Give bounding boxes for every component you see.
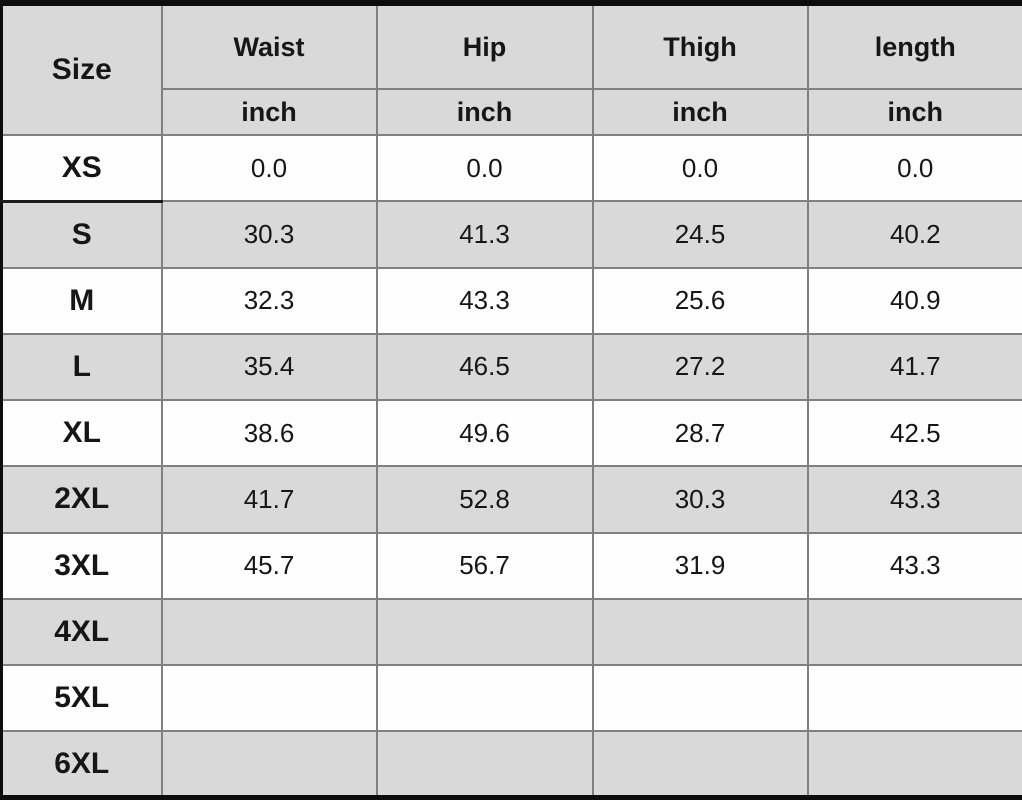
- unit-header-row: inch inch inch inch: [2, 88, 1022, 136]
- value-cell: [591, 663, 809, 733]
- value-cell: [591, 730, 809, 799]
- value-cell: 42.5: [806, 398, 1022, 468]
- value-cell: 31.9: [591, 531, 809, 600]
- column-header-waist: Waist: [160, 2, 378, 90]
- column-header-hip: Hip: [375, 2, 594, 90]
- value-cell: 46.5: [375, 332, 594, 402]
- value-cell: 41.7: [160, 465, 378, 534]
- value-cell: [375, 663, 594, 733]
- value-cell: 43.3: [806, 531, 1022, 600]
- column-header-length: length: [806, 2, 1022, 90]
- size-label: 6XL: [0, 730, 163, 799]
- value-cell: 30.3: [160, 200, 378, 269]
- table-row: L 35.4 46.5 27.2 41.7: [0, 332, 1022, 402]
- value-cell: 25.6: [591, 266, 809, 335]
- table-row: 3XL 45.7 56.7 31.9 43.3: [0, 531, 1022, 600]
- unit-header-hip: inch: [375, 88, 594, 136]
- value-cell: 27.2: [591, 332, 809, 402]
- value-cell: 45.7: [160, 531, 378, 600]
- table-row: XS 0.0 0.0 0.0 0.0: [0, 133, 1022, 203]
- value-cell: [375, 597, 594, 667]
- value-cell: 0.0: [591, 133, 809, 203]
- value-cell: [375, 730, 594, 799]
- measure-header-row: Size Waist Hip Thigh length: [0, 2, 1022, 136]
- table-row: 6XL: [0, 730, 1022, 799]
- size-label: M: [0, 266, 163, 335]
- table-row: M 32.3 43.3 25.6 40.9: [0, 266, 1022, 335]
- table-row: 4XL: [0, 597, 1022, 667]
- size-label: 5XL: [0, 663, 163, 733]
- size-column-header: Size: [0, 2, 163, 136]
- column-header-thigh: Thigh: [591, 2, 809, 90]
- value-cell: 49.6: [375, 398, 594, 468]
- value-cell: 30.3: [591, 465, 809, 534]
- table-header: Size Waist Hip Thigh length inch inch in…: [0, 2, 1022, 136]
- value-cell: 35.4: [160, 332, 378, 402]
- value-cell: 52.8: [375, 465, 594, 534]
- table-body: XS 0.0 0.0 0.0 0.0 S 30.3 41.3 24.5 40.2…: [0, 133, 1022, 799]
- table-row: XL 38.6 49.6 28.7 42.5: [0, 398, 1022, 468]
- size-label: 3XL: [0, 531, 163, 600]
- value-cell: 28.7: [591, 398, 809, 468]
- value-cell: 56.7: [375, 531, 594, 600]
- unit-header-thigh: inch: [591, 88, 809, 136]
- size-label: S: [0, 200, 163, 269]
- value-cell: [160, 730, 378, 799]
- value-cell: 0.0: [160, 133, 378, 203]
- value-cell: 0.0: [375, 133, 594, 203]
- value-cell: [160, 663, 378, 733]
- value-cell: 40.9: [806, 266, 1022, 335]
- size-label: 2XL: [0, 465, 163, 534]
- value-cell: 0.0: [806, 133, 1022, 203]
- unit-header-waist: inch: [160, 88, 378, 136]
- unit-header-length: inch: [806, 88, 1022, 136]
- value-cell: 43.3: [806, 465, 1022, 534]
- value-cell: [806, 663, 1022, 733]
- value-cell: 41.3: [375, 200, 594, 269]
- value-cell: [806, 597, 1022, 667]
- value-cell: 43.3: [375, 266, 594, 335]
- size-label: 4XL: [0, 597, 163, 667]
- value-cell: [806, 730, 1022, 799]
- value-cell: 40.2: [806, 200, 1022, 269]
- size-label: XL: [0, 398, 163, 468]
- value-cell: 38.6: [160, 398, 378, 468]
- value-cell: 32.3: [160, 266, 378, 335]
- value-cell: 24.5: [591, 200, 809, 269]
- table-row: 2XL 41.7 52.8 30.3 43.3: [0, 465, 1022, 534]
- table-row: S 30.3 41.3 24.5 40.2: [0, 200, 1022, 269]
- value-cell: [591, 597, 809, 667]
- size-label: L: [0, 332, 163, 402]
- value-cell: 41.7: [806, 332, 1022, 402]
- size-label: XS: [0, 133, 163, 203]
- value-cell: [160, 597, 378, 667]
- table-row: 5XL: [0, 663, 1022, 733]
